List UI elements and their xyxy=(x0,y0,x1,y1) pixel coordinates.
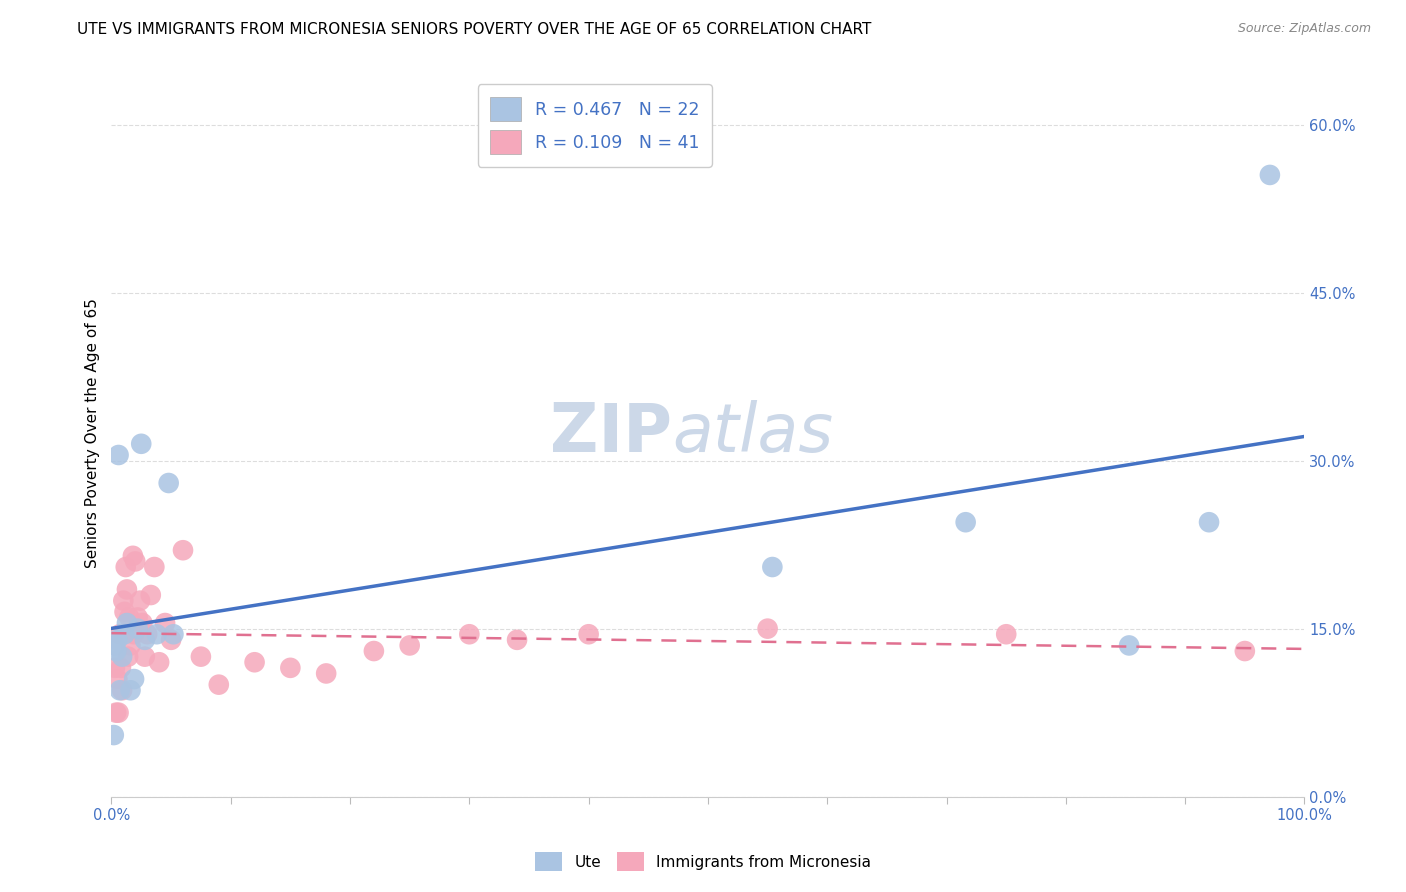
Point xyxy=(105,632,128,647)
Point xyxy=(162,627,184,641)
Legend: R = 0.467   N = 22, R = 0.109   N = 41: R = 0.467 N = 22, R = 0.109 N = 41 xyxy=(478,85,711,167)
Point xyxy=(153,615,176,630)
Point xyxy=(756,622,779,636)
Point xyxy=(122,627,145,641)
Point xyxy=(108,627,131,641)
Point xyxy=(114,627,136,641)
Point xyxy=(280,661,302,675)
Point xyxy=(105,644,128,658)
Legend: Ute, Immigrants from Micronesia: Ute, Immigrants from Micronesia xyxy=(529,847,877,877)
Point xyxy=(124,554,146,568)
Point xyxy=(148,655,170,669)
Point xyxy=(108,683,131,698)
Point xyxy=(506,632,529,647)
Point xyxy=(115,615,138,630)
Point xyxy=(114,560,136,574)
Point xyxy=(190,649,212,664)
Point xyxy=(111,683,134,698)
Point xyxy=(157,475,180,490)
Text: Source: ZipAtlas.com: Source: ZipAtlas.com xyxy=(1237,22,1371,36)
Point xyxy=(955,515,977,529)
Point xyxy=(110,661,132,675)
Point xyxy=(103,728,125,742)
Point xyxy=(995,627,1018,641)
Point xyxy=(118,610,141,624)
Point xyxy=(120,683,142,698)
Point xyxy=(208,678,231,692)
Point xyxy=(134,632,156,647)
Text: UTE VS IMMIGRANTS FROM MICRONESIA SENIORS POVERTY OVER THE AGE OF 65 CORRELATION: UTE VS IMMIGRANTS FROM MICRONESIA SENIOR… xyxy=(77,22,872,37)
Point xyxy=(107,706,129,720)
Point xyxy=(458,627,481,641)
Point xyxy=(143,560,166,574)
Point xyxy=(131,615,153,630)
Point xyxy=(1118,639,1140,653)
Point xyxy=(127,622,149,636)
Point xyxy=(114,605,136,619)
Point xyxy=(315,666,337,681)
Point xyxy=(122,672,145,686)
Point xyxy=(243,655,266,669)
Y-axis label: Seniors Poverty Over the Age of 65: Seniors Poverty Over the Age of 65 xyxy=(86,298,100,567)
Point xyxy=(127,610,149,624)
Point xyxy=(120,639,142,653)
Point xyxy=(139,588,162,602)
Point xyxy=(363,644,385,658)
Point xyxy=(1233,644,1256,658)
Point xyxy=(160,632,183,647)
Point xyxy=(398,639,420,653)
Point xyxy=(115,582,138,597)
Point xyxy=(107,448,129,462)
Point xyxy=(761,560,783,574)
Point xyxy=(1198,515,1220,529)
Point xyxy=(117,649,139,664)
Point xyxy=(111,649,134,664)
Point xyxy=(1258,168,1281,182)
Point xyxy=(578,627,600,641)
Text: ZIP: ZIP xyxy=(550,400,672,466)
Point xyxy=(134,649,156,664)
Point xyxy=(172,543,194,558)
Point xyxy=(104,639,127,653)
Point xyxy=(104,661,127,675)
Point xyxy=(129,437,152,451)
Point xyxy=(105,706,128,720)
Point xyxy=(112,593,135,607)
Point xyxy=(136,627,159,641)
Point xyxy=(105,672,128,686)
Point xyxy=(145,627,167,641)
Point xyxy=(122,549,145,563)
Text: atlas: atlas xyxy=(672,400,834,466)
Point xyxy=(129,593,152,607)
